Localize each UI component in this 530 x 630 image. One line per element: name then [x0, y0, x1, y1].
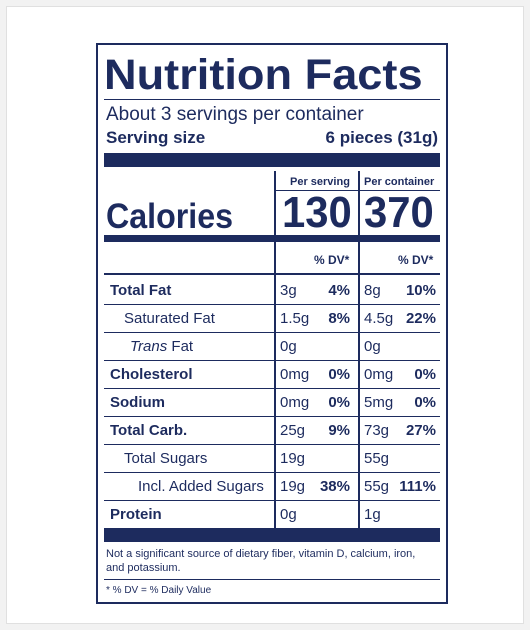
nutrient-name: Total Carb. [110, 422, 188, 439]
container-amount: 0g [364, 338, 381, 355]
thick-divider-bottom [104, 528, 440, 542]
row-divider [104, 388, 440, 389]
serving-amount: 19g [280, 450, 306, 467]
serving-size-label: Serving size [106, 128, 206, 147]
container-amount: 55g [364, 478, 390, 495]
nutrient-name: Incl. Added Sugars [138, 478, 264, 495]
serving-size-value: 6 pieces (31g) [325, 128, 438, 147]
container-amount: 4.5g [364, 310, 394, 327]
nutrient-name-italic: Trans [130, 338, 168, 355]
nutrient-name: Trans Fat [130, 338, 193, 356]
calories-label: Calories [106, 197, 234, 236]
nutrition-facts-label: Nutrition Facts About 3 servings per con… [96, 43, 448, 604]
per-container-header: Per container [364, 176, 435, 188]
row-divider [104, 332, 440, 333]
column-header-underline [276, 190, 440, 191]
serving-amount: 0g [280, 338, 297, 355]
container-amount: 0mg [364, 366, 394, 383]
calories-per-container: 370 [364, 188, 434, 237]
dv-header-divider [104, 273, 440, 275]
serving-dv: 38% [319, 478, 350, 495]
serving-dv: 0% [328, 366, 350, 383]
nutrient-name: Sodium [110, 394, 165, 411]
serving-amount: 1.5g [280, 310, 310, 327]
nutrient-name: Saturated Fat [124, 310, 215, 327]
row-divider [104, 360, 440, 361]
nutrient-name: Total Fat [110, 282, 172, 299]
row-divider [104, 304, 440, 305]
calories-per-serving: 130 [282, 188, 352, 237]
serving-amount: 0mg [280, 366, 310, 383]
footnote-divider [104, 579, 440, 580]
container-amount: 1g [364, 506, 381, 523]
column-divider-left [274, 242, 276, 528]
thick-divider-calories [104, 235, 440, 242]
container-amount: 73g [364, 422, 390, 439]
serving-amount: 3g [280, 282, 297, 299]
container-amount: 5mg [364, 394, 394, 411]
serving-amount: 0g [280, 506, 297, 523]
serving-dv: 0% [328, 394, 350, 411]
container-dv: 10% [405, 282, 436, 299]
column-divider-calories-left [274, 171, 276, 235]
dv-header-container: % DV* [398, 253, 434, 267]
thick-divider-top [104, 153, 440, 167]
footnote-text: Not a significant source of dietary fibe… [106, 548, 416, 574]
serving-dv: 8% [328, 310, 350, 327]
row-divider [104, 416, 440, 417]
container-amount: 8g [364, 282, 381, 299]
container-dv: 22% [405, 310, 436, 327]
column-divider-right [358, 242, 360, 528]
label-title: Nutrition Facts [104, 51, 423, 99]
row-divider [104, 444, 440, 445]
container-dv: 27% [405, 422, 436, 439]
container-amount: 55g [364, 450, 390, 467]
nutrient-name: Cholesterol [110, 366, 193, 383]
row-divider [104, 472, 440, 473]
container-dv: 111% [399, 478, 436, 495]
title-divider [104, 99, 440, 100]
container-dv: 0% [414, 366, 436, 383]
nutrient-name: Protein [110, 506, 162, 523]
per-serving-header: Per serving [290, 176, 350, 188]
nutrient-name: Total Sugars [124, 450, 208, 467]
image-frame: Nutrition Facts About 3 servings per con… [6, 6, 524, 624]
serving-amount: 25g [280, 422, 306, 439]
serving-amount: 19g [280, 478, 306, 495]
serving-dv: 4% [328, 282, 350, 299]
row-divider [104, 500, 440, 501]
serving-amount: 0mg [280, 394, 310, 411]
dv-header-serving: % DV* [314, 253, 350, 267]
servings-per-container: About 3 servings per container [106, 104, 364, 125]
container-dv: 0% [414, 394, 436, 411]
nutrient-name-rest: Fat [167, 338, 194, 355]
daily-value-note: * % DV = % Daily Value [106, 585, 212, 596]
serving-dv: 9% [328, 422, 350, 439]
column-divider-calories-mid [358, 171, 360, 235]
